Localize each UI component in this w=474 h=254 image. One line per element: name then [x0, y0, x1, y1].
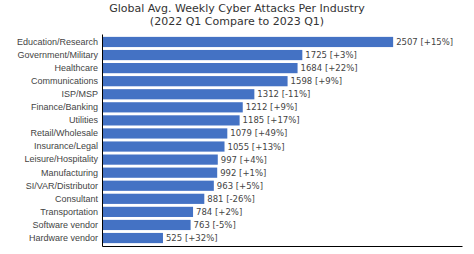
y-tick-label: Hardware vendor: [29, 233, 98, 243]
y-tick-label: Transportation: [40, 207, 98, 217]
y-tick: Consultant: [55, 194, 99, 204]
y-tick: Insurance/Legal: [34, 141, 98, 151]
data-label: 1055 [+13%]: [228, 142, 285, 152]
y-tick: Software vendor: [32, 220, 98, 230]
plot: Hardware vendor Software vendor Transporta…: [17, 35, 463, 247]
data-labels: 525 [+32%] 763 [-5%] 784 [+2%] 881 [-26%] 96…: [166, 37, 453, 243]
y-tick-label: Consultant: [55, 194, 99, 204]
y-tick-label: Communications: [31, 76, 99, 86]
bar: [102, 76, 288, 86]
data-label: 1185 [+17%]: [243, 115, 300, 125]
y-tick: Manufacturing: [41, 168, 98, 178]
chart: Global Avg. Weekly Cyber Attacks Per Ind…: [0, 0, 474, 254]
bar: [102, 155, 218, 165]
y-tick: Utilities: [69, 115, 99, 125]
y-tick-label: Government/Military: [17, 50, 98, 60]
data-label: 1598 [+9%]: [291, 76, 343, 86]
data-label: 992 [+1%]: [220, 168, 266, 178]
data-label: 784 [+2%]: [196, 207, 242, 217]
y-tick-label: Software vendor: [32, 220, 98, 230]
bar: [102, 141, 225, 151]
bar: [102, 168, 217, 178]
y-tick-label: ISP/MSP: [61, 89, 98, 99]
y-tick: Education/Research: [17, 37, 98, 47]
y-tick-label: Finance/Banking: [31, 102, 98, 112]
y-tick-label: Manufacturing: [41, 168, 98, 178]
bar: [102, 37, 393, 47]
data-label: 963 [+5%]: [217, 181, 263, 191]
bar: [102, 128, 227, 138]
bars: [102, 37, 393, 243]
bar: [102, 63, 298, 73]
data-label: 525 [+32%]: [166, 233, 218, 243]
data-label: 1079 [+49%]: [230, 128, 287, 138]
y-tick-label: Leisure/Hospitality: [24, 154, 98, 164]
x-axis: [103, 246, 463, 247]
bar: [102, 102, 243, 112]
y-tick: SI/VAR/Distributor: [26, 181, 98, 191]
y-tick: Communications: [31, 76, 99, 86]
bar: [102, 220, 191, 230]
y-axis-line: [102, 35, 103, 247]
bar: [102, 194, 204, 204]
y-tick: Government/Military: [17, 50, 98, 60]
y-tick-label: SI/VAR/Distributor: [26, 181, 98, 191]
data-label: 1684 [+22%]: [301, 63, 358, 73]
data-label: 881 [-26%]: [207, 194, 255, 204]
y-tick: Hardware vendor: [29, 233, 98, 243]
bar: [102, 115, 240, 125]
bar: [102, 207, 193, 217]
title-line: (2022 Q1 Compare to 2023 Q1): [150, 15, 324, 28]
data-label: 763 [-5%]: [194, 220, 236, 230]
y-tick-label: Healthcare: [54, 63, 98, 73]
y-tick: ISP/MSP: [61, 89, 98, 99]
y-axis: Hardware vendor Software vendor Transporta…: [17, 35, 103, 247]
y-tick: Finance/Banking: [31, 102, 98, 112]
bar: [102, 233, 163, 243]
data-label: 1725 [+3%]: [305, 50, 357, 60]
data-label: 2507 [+15%]: [396, 37, 453, 47]
y-tick-label: Insurance/Legal: [34, 141, 98, 151]
bar: [102, 50, 302, 60]
x-axis-line: [103, 246, 463, 247]
bar: [102, 181, 214, 191]
data-label: 1312 [-11%]: [257, 89, 310, 99]
bar: [102, 89, 254, 99]
y-tick: Retail/Wholesale: [30, 128, 98, 138]
y-tick-label: Retail/Wholesale: [30, 128, 98, 138]
data-label: 1212 [+9%]: [246, 102, 298, 112]
y-tick-label: Utilities: [69, 115, 99, 125]
y-tick: Healthcare: [54, 63, 98, 73]
title-line: Global Avg. Weekly Cyber Attacks Per Ind…: [109, 2, 365, 15]
data-label: 997 [+4%]: [221, 155, 267, 165]
y-tick: Leisure/Hospitality: [24, 154, 98, 164]
y-tick-label: Education/Research: [17, 37, 98, 47]
title: Global Avg. Weekly Cyber Attacks Per Ind…: [109, 2, 365, 28]
y-tick: Transportation: [40, 207, 98, 217]
